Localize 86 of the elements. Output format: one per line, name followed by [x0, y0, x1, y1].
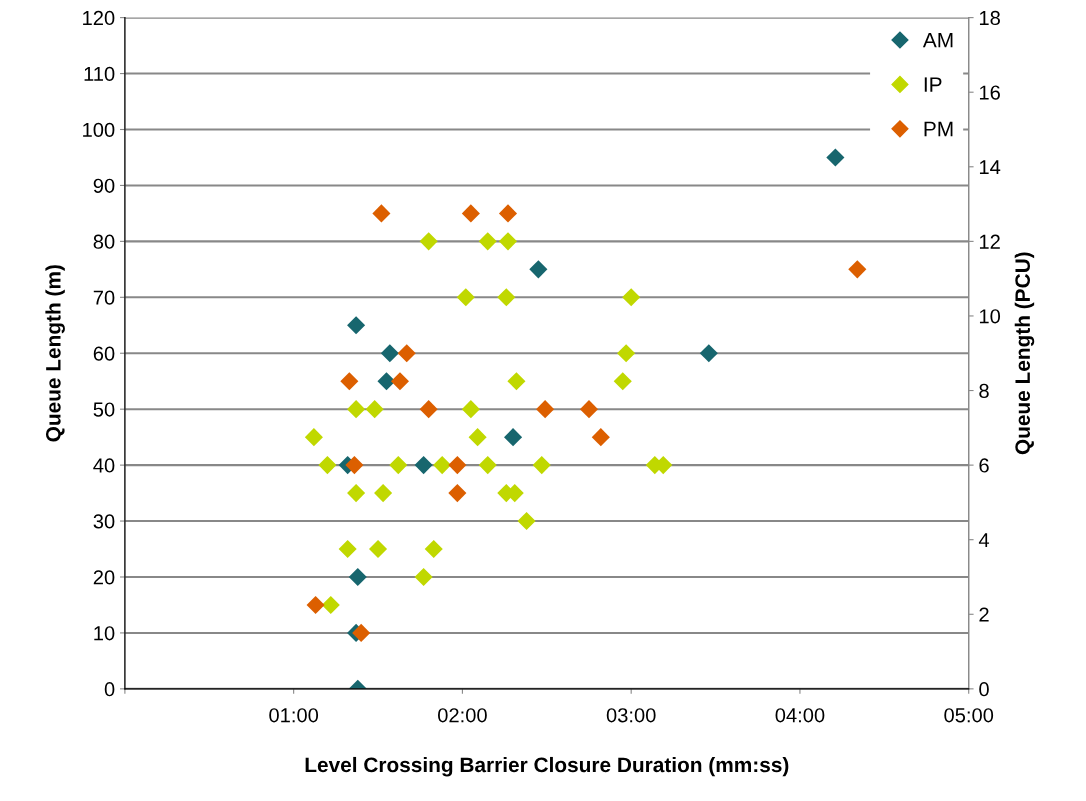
y-axis-title: Queue Length (m) — [45, 265, 65, 442]
point — [826, 148, 845, 167]
point — [340, 372, 359, 391]
point — [347, 316, 366, 335]
y-tick-label: 80 — [93, 234, 115, 249]
point — [345, 456, 364, 475]
y-tick-label: 40 — [93, 458, 115, 473]
x-tick-label: 01:00 — [269, 708, 319, 723]
point — [503, 428, 523, 447]
point — [377, 372, 396, 391]
y-tick-label: 10 — [94, 626, 115, 641]
y2-tick-label: 0 — [979, 682, 989, 697]
y2-tick-label: 10 — [979, 309, 1001, 324]
point — [304, 428, 323, 447]
y-tick-label: 50 — [93, 402, 115, 417]
point — [591, 428, 610, 447]
point — [613, 372, 632, 391]
y2-axis-title: Queue Length (PCU) — [1014, 252, 1035, 455]
point — [374, 484, 393, 503]
point — [529, 260, 548, 279]
point — [536, 400, 555, 419]
point — [414, 567, 433, 587]
point — [306, 595, 325, 615]
point — [347, 400, 366, 419]
point — [372, 204, 391, 223]
point — [517, 512, 536, 531]
point — [478, 232, 497, 251]
y2-tick-label: 4 — [978, 533, 990, 547]
point — [318, 456, 337, 475]
y2-tick-label: 6 — [979, 458, 989, 473]
x-tick-label: 03:00 — [606, 708, 656, 723]
x-tick-label: 02:00 — [438, 708, 487, 723]
point — [380, 344, 399, 363]
point — [390, 372, 410, 391]
point — [497, 288, 516, 307]
y-tick-label: 120 — [83, 10, 115, 26]
y-tick-label: 110 — [84, 66, 115, 82]
point — [397, 344, 416, 363]
point — [419, 400, 438, 419]
y-tick-label: 20 — [93, 570, 115, 585]
point — [419, 232, 438, 251]
y-tick-label: 70 — [93, 290, 115, 305]
point — [368, 539, 388, 559]
point — [448, 456, 467, 475]
y2-tick-label: 14 — [979, 160, 1001, 175]
point — [498, 204, 518, 223]
point — [579, 400, 599, 419]
y-tick-label: 60 — [93, 346, 115, 361]
point — [622, 288, 641, 307]
x-axis-title: Level Crossing Barrier Closure Duration (mm:ss) — [305, 756, 789, 777]
y2-tick-label: 2 — [979, 607, 989, 622]
point — [507, 372, 526, 391]
point — [456, 288, 475, 307]
point — [448, 484, 467, 503]
x-tick-label: 04:00 — [775, 708, 825, 723]
y2-tick-label: 16 — [979, 85, 1000, 100]
point — [424, 539, 443, 559]
y2-tick-label: 12 — [979, 234, 1000, 249]
y-tick-label: 90 — [93, 178, 115, 193]
point — [365, 400, 384, 419]
point — [348, 567, 367, 587]
point — [389, 456, 408, 475]
point — [461, 204, 480, 223]
point — [617, 344, 636, 363]
point — [532, 456, 551, 475]
legend-label: IP — [924, 77, 942, 92]
point — [352, 623, 371, 642]
point — [699, 344, 718, 363]
point — [414, 456, 433, 475]
y-tick-label: 100 — [83, 122, 115, 137]
point — [461, 400, 480, 419]
point — [848, 260, 867, 279]
point — [321, 595, 340, 615]
y2-tick-label: 8 — [979, 383, 989, 399]
y-tick-label: 0 — [104, 682, 115, 697]
point — [338, 539, 357, 559]
x-tick-label: 05:00 — [944, 708, 994, 723]
point — [468, 428, 487, 447]
point — [347, 484, 366, 503]
y2-tick-label: 18 — [979, 10, 1000, 26]
point — [498, 232, 518, 251]
point — [433, 456, 452, 475]
point — [478, 456, 497, 475]
legend-label: AM — [922, 32, 953, 48]
y-tick-label: 30 — [93, 514, 115, 529]
legend-label: PM — [924, 121, 953, 137]
